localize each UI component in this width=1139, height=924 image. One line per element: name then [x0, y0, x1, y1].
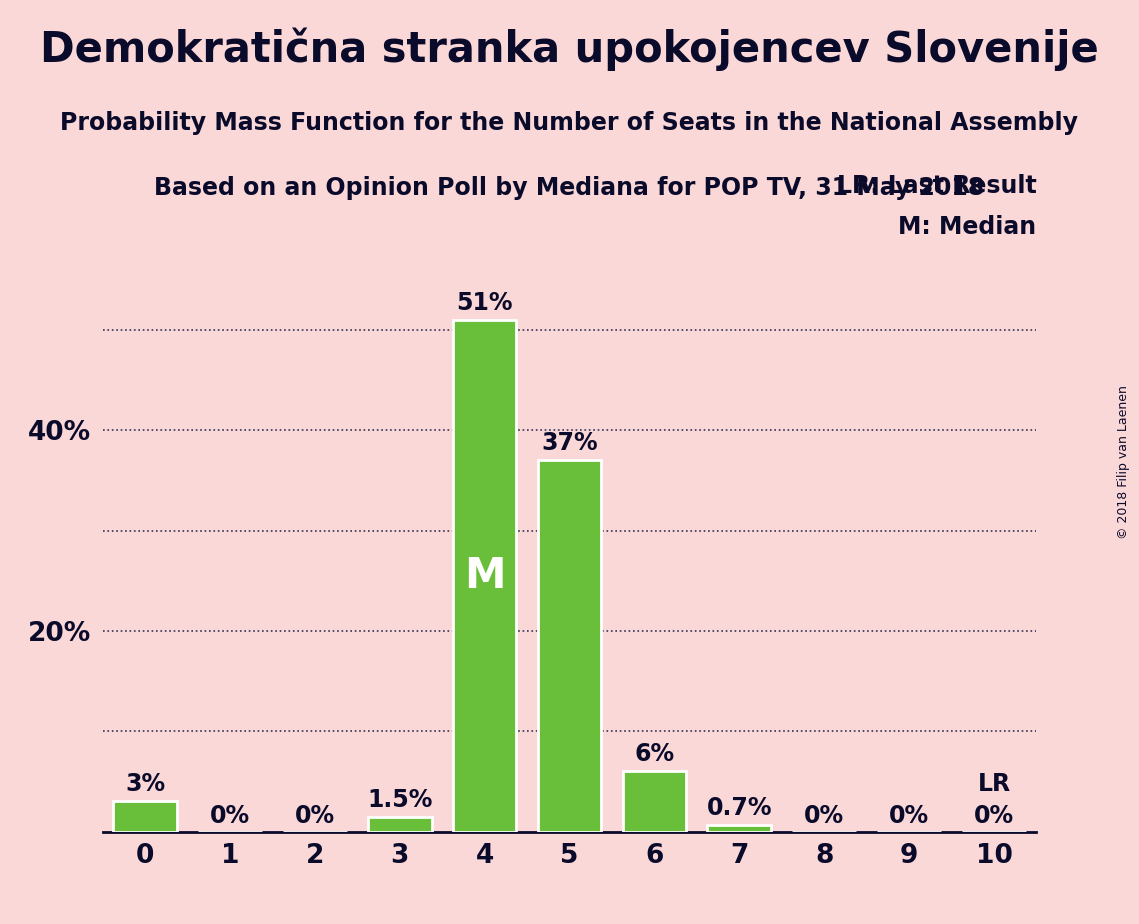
Text: 51%: 51% — [457, 291, 513, 315]
Bar — [113, 801, 177, 832]
Text: M: M — [464, 554, 506, 597]
Bar — [623, 772, 686, 832]
Text: LR: LR — [977, 772, 1010, 796]
Text: © 2018 Filip van Laenen: © 2018 Filip van Laenen — [1117, 385, 1130, 539]
Text: 0%: 0% — [804, 804, 844, 828]
Text: 0.7%: 0.7% — [706, 796, 772, 820]
Text: Based on an Opinion Poll by Mediana for POP TV, 31 May 2018: Based on an Opinion Poll by Mediana for … — [155, 176, 984, 200]
Text: 3%: 3% — [125, 772, 165, 796]
Text: 0%: 0% — [295, 804, 335, 828]
Text: LR: Last Result: LR: Last Result — [837, 174, 1036, 198]
Text: 1.5%: 1.5% — [367, 787, 433, 811]
Text: 0%: 0% — [974, 804, 1014, 828]
Bar — [707, 824, 771, 832]
Text: 0%: 0% — [890, 804, 929, 828]
Bar — [538, 460, 601, 832]
Bar — [368, 817, 432, 832]
Text: Probability Mass Function for the Number of Seats in the National Assembly: Probability Mass Function for the Number… — [60, 111, 1079, 135]
Text: M: Median: M: Median — [899, 214, 1036, 238]
Text: 0%: 0% — [210, 804, 249, 828]
Text: 37%: 37% — [541, 432, 598, 456]
Bar — [453, 320, 516, 832]
Text: Demokratična stranka upokojencev Slovenije: Demokratična stranka upokojencev Sloveni… — [40, 28, 1099, 71]
Text: 6%: 6% — [634, 742, 674, 766]
